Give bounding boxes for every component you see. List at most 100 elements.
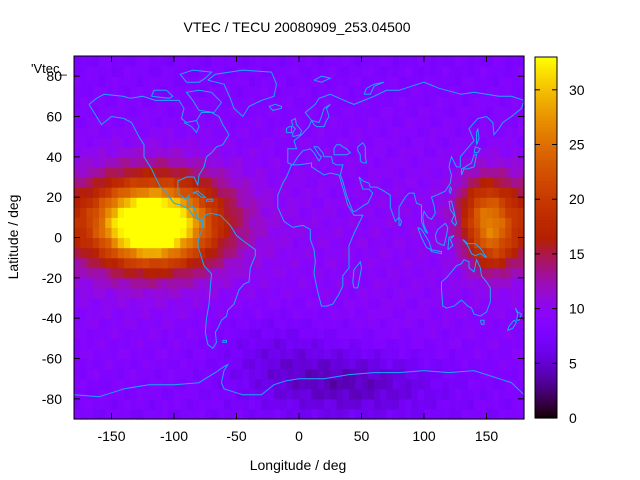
x-axis-label: Longitude / deg bbox=[250, 457, 347, 473]
heatmap-cell bbox=[255, 318, 263, 329]
heatmap-cell bbox=[155, 378, 163, 390]
colorbar-segment bbox=[535, 237, 557, 242]
heatmap-cell bbox=[286, 277, 294, 289]
heatmap-cell bbox=[505, 267, 513, 279]
heatmap-cell bbox=[292, 166, 300, 178]
heatmap-cell bbox=[86, 66, 94, 77]
heatmap-cell bbox=[186, 237, 194, 249]
heatmap-cell bbox=[161, 287, 169, 299]
colorbar-segment bbox=[535, 183, 557, 187]
heatmap-cell bbox=[292, 187, 300, 198]
heatmap-cell bbox=[267, 237, 275, 249]
heatmap-cell bbox=[111, 247, 119, 259]
heatmap-cell bbox=[361, 106, 369, 118]
heatmap-cell bbox=[224, 348, 231, 360]
heatmap-cell bbox=[505, 217, 513, 229]
heatmap-cell bbox=[499, 287, 506, 299]
heatmap-cell bbox=[117, 227, 125, 239]
colorbar-segment bbox=[535, 336, 557, 341]
heatmap-cell bbox=[105, 378, 113, 390]
heatmap-cell bbox=[205, 318, 213, 329]
heatmap-cell bbox=[417, 318, 425, 329]
heatmap-cell bbox=[224, 338, 231, 350]
heatmap-cell bbox=[186, 106, 194, 118]
heatmap-cell bbox=[405, 66, 413, 77]
heatmap-cell bbox=[117, 257, 125, 269]
heatmap-cell bbox=[467, 378, 475, 390]
heatmap-cell bbox=[267, 227, 275, 239]
heatmap-cell bbox=[117, 308, 125, 319]
heatmap-cell bbox=[424, 187, 431, 198]
heatmap-cell bbox=[286, 56, 294, 67]
heatmap-cell bbox=[242, 146, 250, 158]
heatmap-cell bbox=[236, 187, 244, 198]
heatmap-cell bbox=[299, 66, 306, 77]
heatmap-cell bbox=[349, 358, 356, 370]
heatmap-cell bbox=[80, 177, 88, 188]
heatmap-cell bbox=[311, 348, 319, 360]
heatmap-cell bbox=[80, 56, 88, 67]
heatmap-cell bbox=[267, 177, 275, 188]
heatmap-cell bbox=[105, 166, 113, 178]
colorbar-segment bbox=[535, 171, 557, 175]
heatmap-cell bbox=[211, 156, 219, 168]
heatmap-cell bbox=[392, 348, 400, 360]
heatmap-cell bbox=[342, 328, 350, 339]
heatmap-cell bbox=[74, 257, 81, 269]
heatmap-cell bbox=[267, 328, 275, 339]
heatmap-cell bbox=[336, 287, 344, 299]
heatmap-cell bbox=[517, 338, 525, 350]
heatmap-cell bbox=[255, 76, 263, 87]
heatmap-cell bbox=[80, 86, 88, 97]
heatmap-cell bbox=[230, 267, 238, 279]
colorbar-segment bbox=[535, 375, 557, 380]
heatmap-cell bbox=[442, 96, 450, 108]
heatmap-cell bbox=[474, 56, 481, 67]
heatmap-cell bbox=[155, 96, 163, 108]
heatmap-cell bbox=[180, 56, 188, 67]
heatmap-cell bbox=[286, 227, 294, 239]
heatmap-cell bbox=[405, 126, 413, 138]
heatmap-cell bbox=[486, 338, 494, 350]
heatmap-cell bbox=[355, 156, 363, 168]
coastline-hokkaido bbox=[473, 146, 482, 154]
y-tick-label: 20 bbox=[46, 189, 62, 205]
heatmap-cell bbox=[417, 287, 425, 299]
heatmap-cell bbox=[230, 106, 238, 118]
heatmap-cell bbox=[442, 267, 450, 279]
heatmap-cell bbox=[199, 86, 206, 97]
heatmap-cell bbox=[424, 408, 431, 420]
heatmap-cell bbox=[261, 76, 269, 87]
heatmap-cell bbox=[155, 388, 163, 400]
heatmap-cell bbox=[205, 96, 213, 108]
heatmap-cell bbox=[280, 358, 288, 370]
heatmap-cell bbox=[99, 76, 106, 87]
heatmap-cell bbox=[517, 207, 525, 218]
heatmap-cell bbox=[217, 298, 225, 309]
colorbar-segment bbox=[535, 120, 557, 124]
heatmap-cell bbox=[461, 106, 469, 118]
heatmap-cell bbox=[305, 368, 313, 380]
heatmap-cell bbox=[174, 358, 181, 370]
heatmap-cell bbox=[380, 106, 388, 118]
coastline-sakhalin bbox=[476, 128, 480, 145]
heatmap-cell bbox=[261, 267, 269, 279]
heatmap-cell bbox=[374, 227, 381, 239]
heatmap-cell bbox=[374, 197, 381, 208]
heatmap-cell bbox=[255, 197, 263, 208]
heatmap-cell bbox=[499, 56, 506, 67]
heatmap-cell bbox=[374, 267, 381, 279]
heatmap-cell bbox=[305, 378, 313, 390]
heatmap-cell bbox=[299, 257, 306, 269]
heatmap-cell bbox=[292, 156, 300, 168]
heatmap-cell bbox=[142, 207, 150, 218]
heatmap-cell bbox=[249, 156, 256, 168]
heatmap-cell bbox=[167, 287, 175, 299]
heatmap-cell bbox=[455, 146, 463, 158]
heatmap-cell bbox=[430, 86, 438, 97]
heatmap-cell bbox=[111, 267, 119, 279]
heatmap-cell bbox=[180, 217, 188, 229]
heatmap-cell bbox=[499, 267, 506, 279]
heatmap-cell bbox=[280, 136, 288, 148]
heatmap-cell bbox=[124, 348, 131, 360]
